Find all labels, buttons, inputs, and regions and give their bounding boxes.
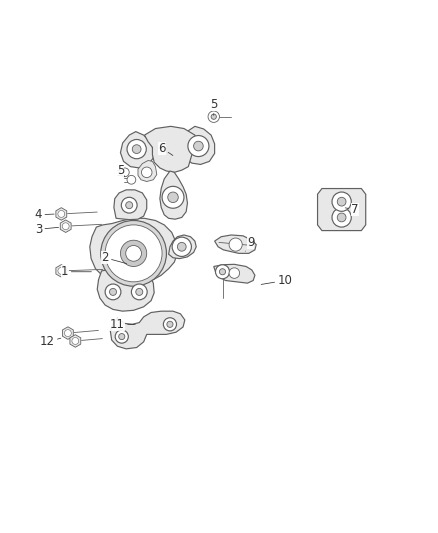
Polygon shape	[120, 132, 153, 168]
Polygon shape	[60, 220, 71, 232]
Polygon shape	[160, 171, 187, 219]
Circle shape	[163, 318, 177, 331]
Circle shape	[208, 111, 219, 123]
Circle shape	[110, 288, 117, 295]
Polygon shape	[318, 189, 366, 231]
Polygon shape	[56, 264, 67, 277]
Circle shape	[229, 268, 240, 278]
Text: 4: 4	[35, 208, 54, 221]
Circle shape	[72, 337, 79, 344]
Circle shape	[188, 135, 209, 157]
Text: 3: 3	[35, 223, 59, 236]
Text: 10: 10	[261, 274, 292, 287]
Circle shape	[215, 265, 230, 279]
Circle shape	[219, 269, 226, 275]
Circle shape	[229, 238, 242, 251]
Circle shape	[120, 168, 129, 177]
Circle shape	[131, 284, 147, 300]
Circle shape	[58, 211, 65, 217]
Polygon shape	[214, 264, 255, 283]
Text: 7: 7	[345, 203, 359, 216]
Circle shape	[132, 145, 141, 154]
Text: 11: 11	[110, 318, 135, 331]
Circle shape	[126, 246, 141, 261]
Circle shape	[167, 321, 173, 327]
Polygon shape	[169, 235, 196, 259]
Circle shape	[126, 201, 133, 209]
Circle shape	[194, 141, 203, 151]
Polygon shape	[56, 208, 67, 220]
Circle shape	[127, 175, 136, 184]
Circle shape	[121, 197, 137, 213]
Circle shape	[127, 140, 146, 159]
Circle shape	[64, 329, 71, 336]
Circle shape	[337, 213, 346, 222]
Circle shape	[62, 223, 69, 230]
Polygon shape	[110, 311, 185, 349]
Circle shape	[120, 240, 147, 266]
Polygon shape	[182, 126, 215, 165]
Circle shape	[168, 192, 178, 203]
Circle shape	[136, 288, 143, 295]
Circle shape	[332, 208, 351, 227]
Circle shape	[141, 167, 152, 177]
Text: 9: 9	[245, 236, 254, 251]
Circle shape	[172, 237, 191, 256]
Polygon shape	[90, 219, 177, 285]
Text: 2: 2	[101, 251, 127, 264]
Circle shape	[58, 268, 65, 274]
Text: 12: 12	[40, 335, 61, 349]
Circle shape	[211, 114, 216, 119]
Text: 5: 5	[210, 98, 217, 115]
Circle shape	[119, 334, 125, 340]
Circle shape	[337, 197, 346, 206]
Circle shape	[162, 187, 184, 208]
Polygon shape	[114, 190, 147, 220]
Polygon shape	[97, 268, 154, 311]
Polygon shape	[63, 327, 73, 340]
Circle shape	[101, 221, 166, 286]
Circle shape	[177, 243, 186, 251]
Polygon shape	[145, 126, 196, 172]
Circle shape	[105, 284, 121, 300]
Polygon shape	[215, 235, 256, 253]
Circle shape	[105, 225, 162, 282]
Circle shape	[332, 192, 351, 211]
Text: 6: 6	[158, 142, 173, 156]
Text: 5: 5	[117, 164, 125, 177]
Text: 1: 1	[61, 265, 92, 278]
Polygon shape	[70, 335, 81, 347]
Polygon shape	[138, 160, 157, 182]
Circle shape	[115, 330, 128, 343]
